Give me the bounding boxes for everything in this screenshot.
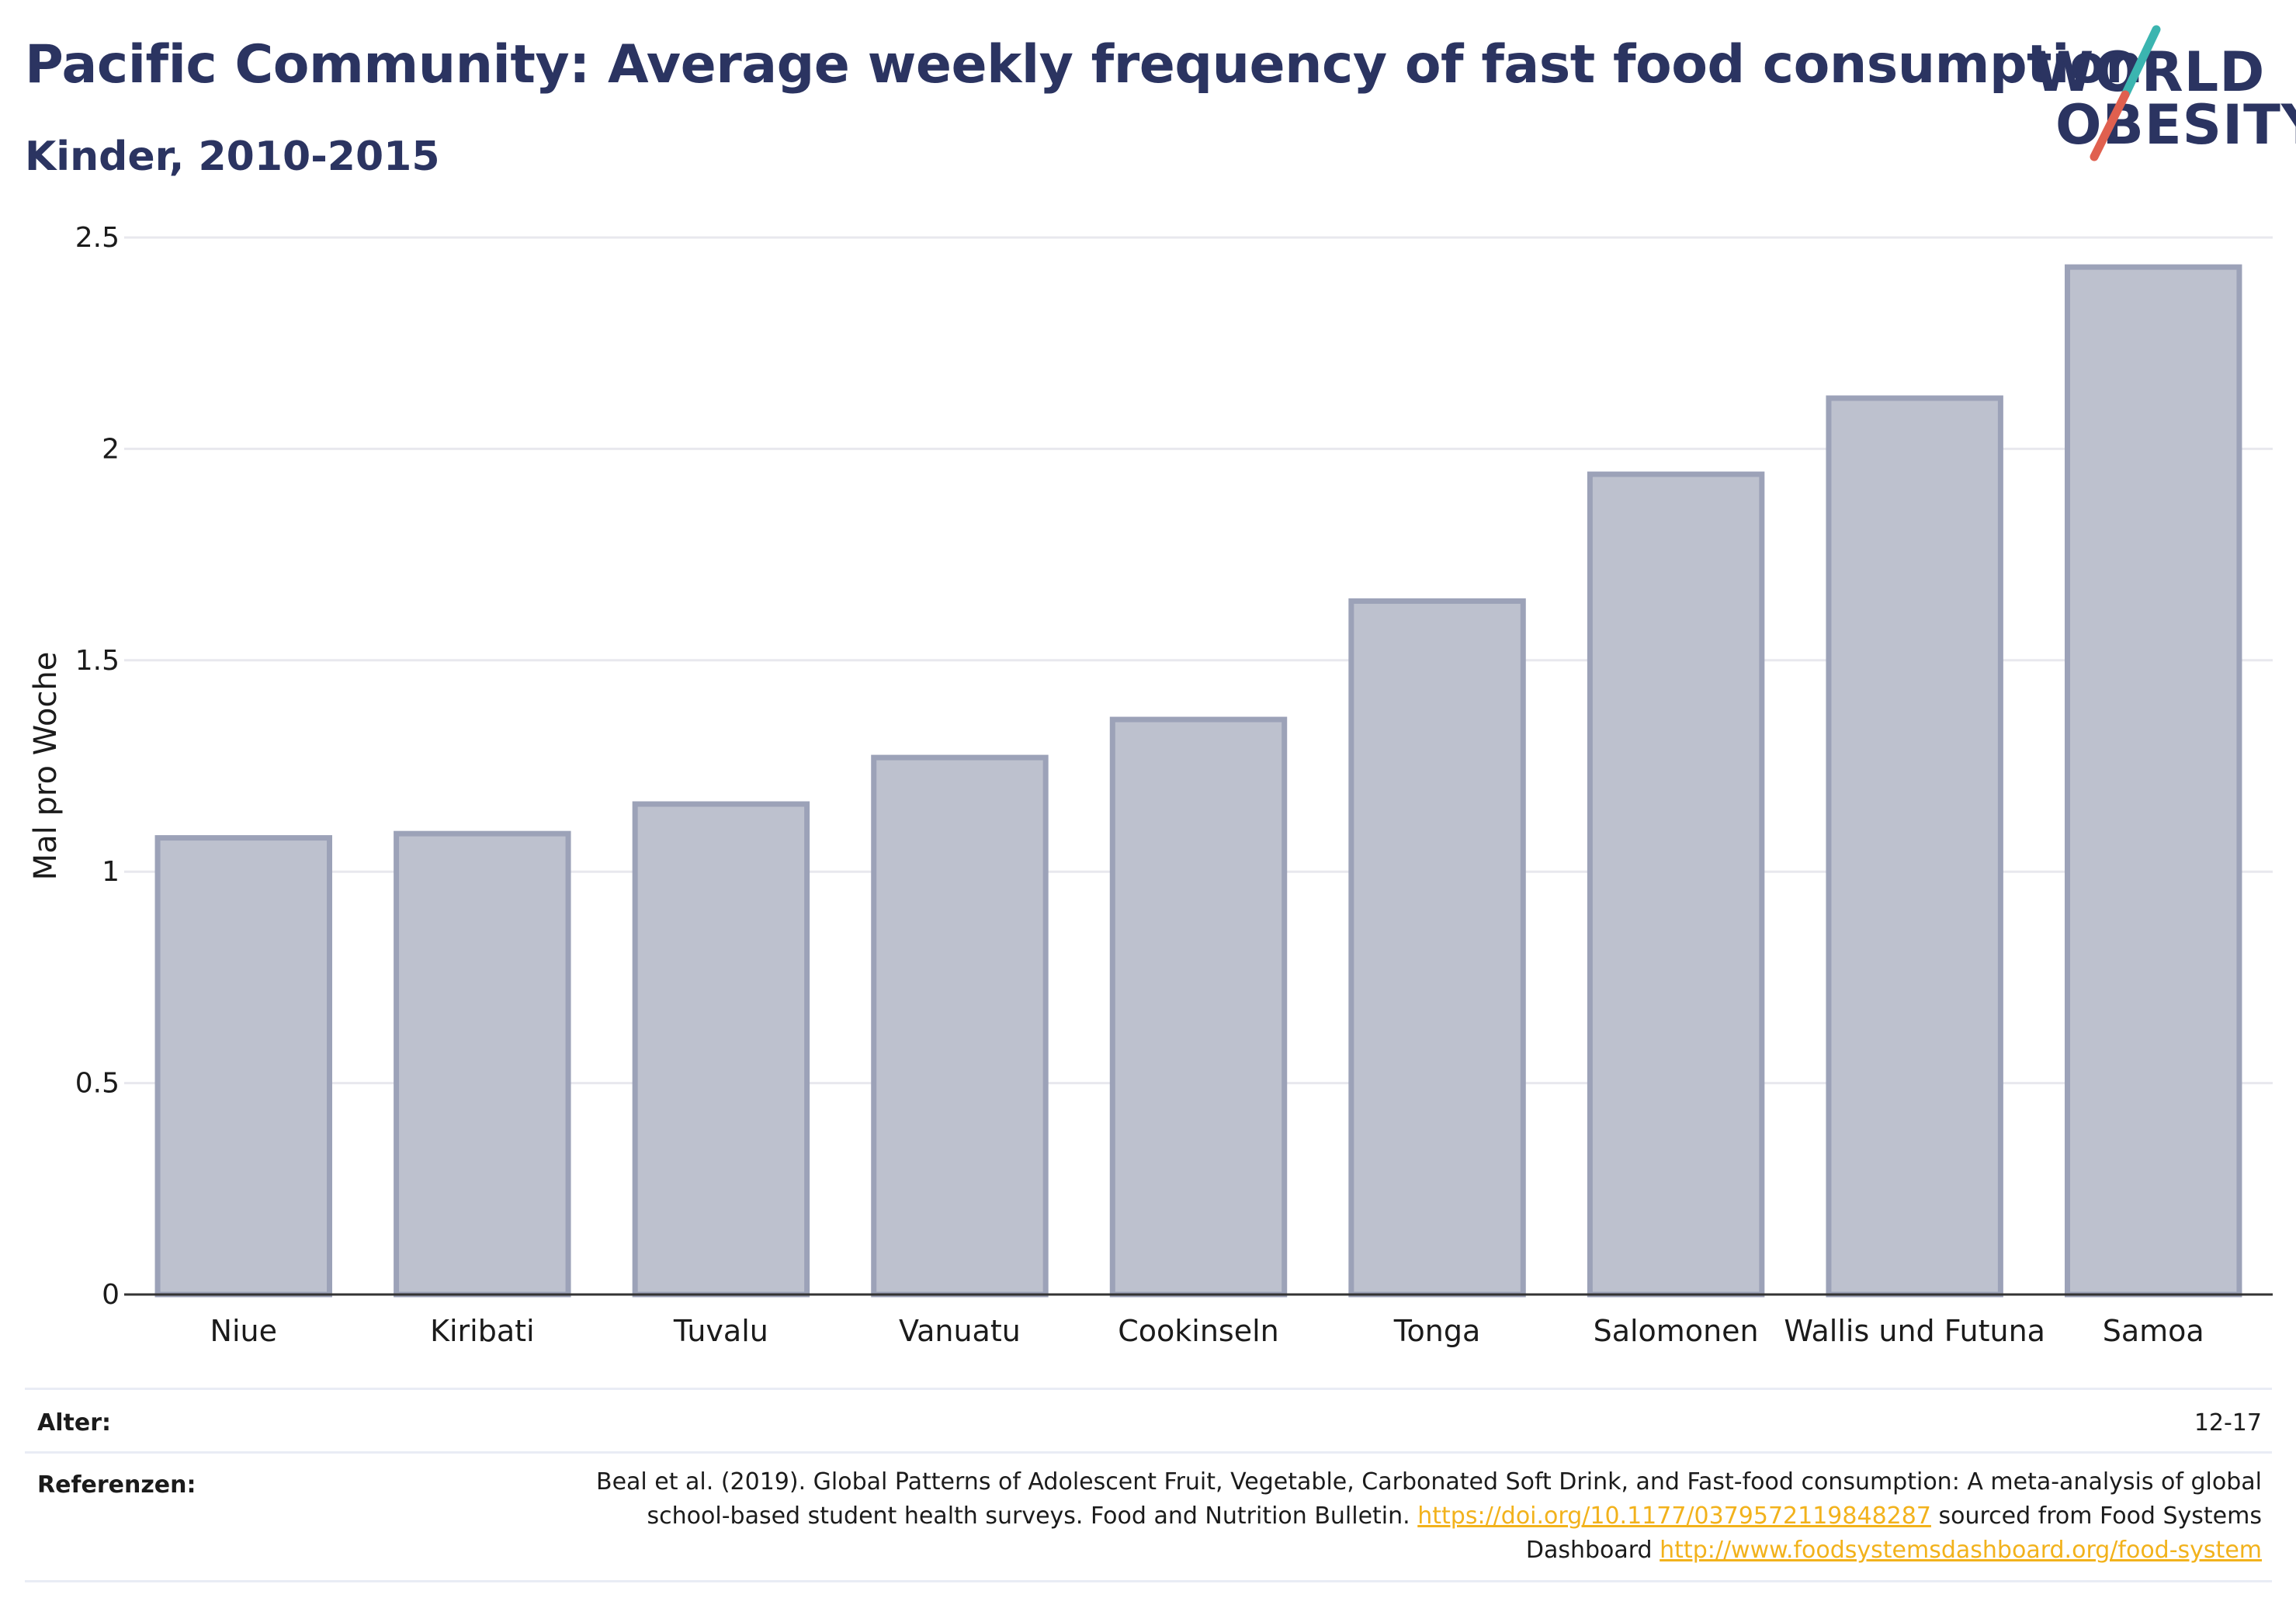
info-divider-top [25, 1388, 2272, 1390]
bar [1348, 598, 1526, 1298]
x-tick-label: Tonga [1393, 1314, 1481, 1348]
bar [154, 835, 332, 1298]
bar [2065, 264, 2242, 1298]
bar [871, 754, 1049, 1298]
y-tick-label: 2 [102, 433, 120, 465]
y-tick-label: 2.5 [75, 222, 120, 254]
chart-subtitle: Kinder, 2010-2015 [25, 133, 440, 180]
bar [394, 830, 571, 1298]
doi-link[interactable]: https://doi.org/10.1177/0379572119848287 [1417, 1502, 1931, 1530]
references-label: Referenzen: [37, 1471, 196, 1499]
references-text: Beal et al. (2019). Global Patterns of A… [554, 1465, 2262, 1568]
bar [1109, 716, 1288, 1298]
references-source: sourced from Food Systems Dashboard [1525, 1502, 2262, 1564]
world-obesity-logo: WORLD OBESITY [2026, 23, 2296, 171]
y-axis-title: Mal pro Woche [28, 652, 64, 881]
info-divider-bottom [25, 1580, 2272, 1582]
bar [1826, 395, 2003, 1298]
logo-line-obesity: OBESITY [2055, 93, 2296, 157]
y-tick-label: 0 [102, 1279, 120, 1311]
dashboard-link[interactable]: http://www.foodsystemsdashboard.org/food… [1660, 1537, 2262, 1564]
x-tick-label: Salomonen [1594, 1314, 1759, 1348]
y-tick-label: 1 [102, 856, 120, 888]
age-value: 12-17 [2194, 1409, 2262, 1437]
bar [632, 801, 810, 1298]
info-divider-middle [25, 1451, 2272, 1454]
x-tick-label: Wallis und Futuna [1784, 1314, 2045, 1348]
logo-slash-icon [2090, 25, 2161, 161]
y-tick-label: 0.5 [75, 1068, 120, 1100]
bar [1587, 471, 1765, 1298]
references-citation: Beal et al. (2019). Global Patterns of A… [595, 1468, 2262, 1530]
x-tick-label: Niue [210, 1314, 277, 1348]
x-tick-label: Kiribati [430, 1314, 535, 1348]
y-tick-label: 1.5 [75, 645, 120, 677]
chart-title: Pacific Community: Average weekly freque… [25, 34, 2143, 95]
x-tick-label: Tuvalu [673, 1314, 768, 1348]
x-tick-label: Vanuatu [899, 1314, 1021, 1348]
x-tick-label: Cookinseln [1118, 1314, 1279, 1348]
age-label: Alter: [37, 1409, 111, 1437]
x-tick-label: Samoa [2103, 1314, 2204, 1348]
bar-chart: 0 0.5 1 1.5 2 2.5 Niue Kiribati Tuvalu Vanuatu Coo… [28, 222, 2273, 1348]
